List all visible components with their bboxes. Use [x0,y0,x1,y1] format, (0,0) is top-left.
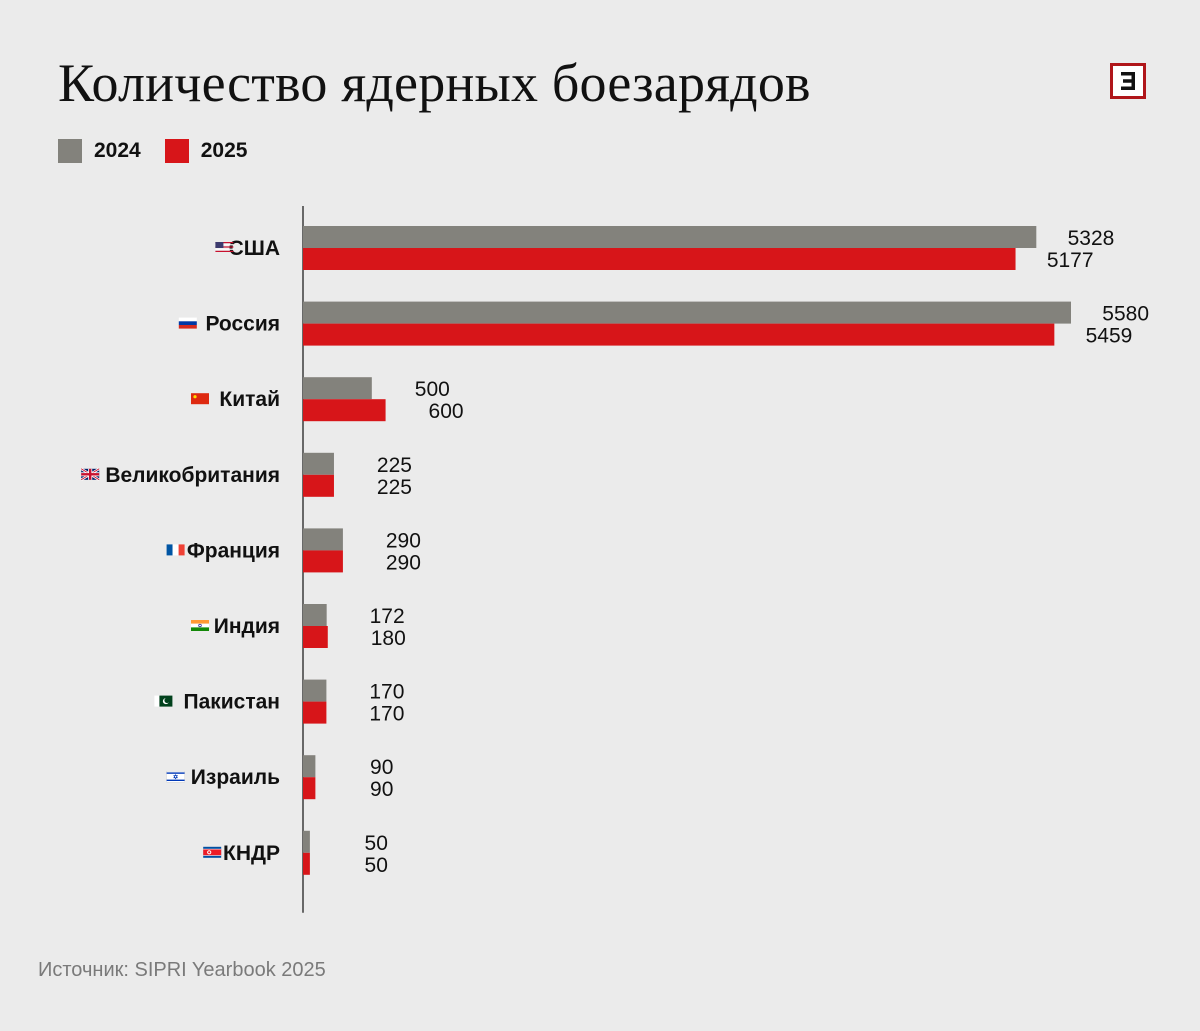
data-label-2024: 90 [370,756,393,779]
category-label: Индия [214,615,280,638]
legend-swatch-2025 [164,139,189,163]
category-label: Пакистан [183,691,280,714]
data-label-2025: 5459 [1086,325,1133,348]
legend: 2024 2025 [58,139,271,163]
bar-2024 [303,452,334,475]
data-label-2025: 225 [377,476,412,499]
bar-2024 [303,604,327,626]
category-label: Великобритания [105,464,280,487]
data-label-2024: 5328 [1068,227,1115,250]
flag-stripe [215,242,234,244]
flag-star [173,773,178,780]
bar-2025 [303,626,328,648]
bar-2025 [303,248,1016,270]
bar-2025 [303,550,343,573]
category-label: Израиль [191,766,280,789]
flag-chakra [198,623,202,628]
data-label-2024: 5580 [1102,303,1149,326]
data-label-2024: 225 [377,454,412,477]
flag-stripe [215,248,234,250]
flag-band [203,849,222,856]
flag-band [191,620,209,624]
flag-star [193,395,197,399]
bar-2025 [303,399,386,422]
bar-2025 [303,852,310,875]
data-label-2025: 170 [369,703,404,726]
flag-canton [215,242,224,248]
bar-2024 [303,226,1037,248]
flag-field [166,771,185,783]
data-label-2024: 172 [370,605,405,628]
flag-field [191,393,209,405]
data-label-2025: 90 [370,778,393,801]
flag-band [166,544,173,556]
bar-2024 [303,679,327,702]
source-note: Источник: SIPRI Yearbook 2025 [38,959,326,981]
bar-2025 [303,701,327,724]
flag-stripe [166,779,185,781]
flag-crescent-cut [164,697,170,704]
bar-2024 [303,830,310,853]
data-label-2024: 50 [365,832,388,855]
category-label: КНДР [223,842,280,865]
flag-band [191,623,209,628]
bar-2024 [303,301,1071,324]
category-label: США [229,237,280,260]
category-label: Китай [219,388,280,411]
flag-band [154,695,160,707]
legend-item-2025: 2025 [164,139,248,163]
bar-2024 [303,377,372,400]
flag-band [178,317,197,322]
data-label-2025: 5177 [1047,249,1094,272]
chart-title: Количество ядерных боезарядов [58,53,811,113]
data-label-2024: 170 [369,681,404,704]
legend-label-2024: 2024 [94,139,141,162]
e-letter-icon [1110,63,1146,99]
legend-item-2024: 2024 [58,139,141,163]
data-label-2025: 180 [371,627,406,650]
bar-2025 [303,474,334,497]
data-label-2025: 50 [365,854,388,877]
flag-stripe [215,250,234,252]
flag-star [208,851,211,854]
bar-2024 [303,528,343,551]
bar-2025 [303,323,1055,346]
category-label: Франция [187,539,280,562]
flag-band [178,325,197,329]
flag-stripe [166,772,185,774]
flag-band [178,321,197,325]
flag-band [191,627,209,631]
flag-stripe [215,244,234,246]
flag-band [172,544,179,556]
data-label-2025: 290 [386,551,421,574]
bar-2024 [303,755,316,778]
category-label: Россия [205,313,280,336]
flag-band [178,544,185,556]
bar-2025 [303,777,316,800]
legend-label-2025: 2025 [200,139,248,162]
legend-swatch-2024 [58,139,82,163]
data-label-2025: 600 [429,400,464,423]
flag-stripe [215,246,234,248]
data-label-2024: 500 [415,378,450,401]
flag-cross-h-red [81,473,100,476]
data-label-2024: 290 [386,529,421,552]
